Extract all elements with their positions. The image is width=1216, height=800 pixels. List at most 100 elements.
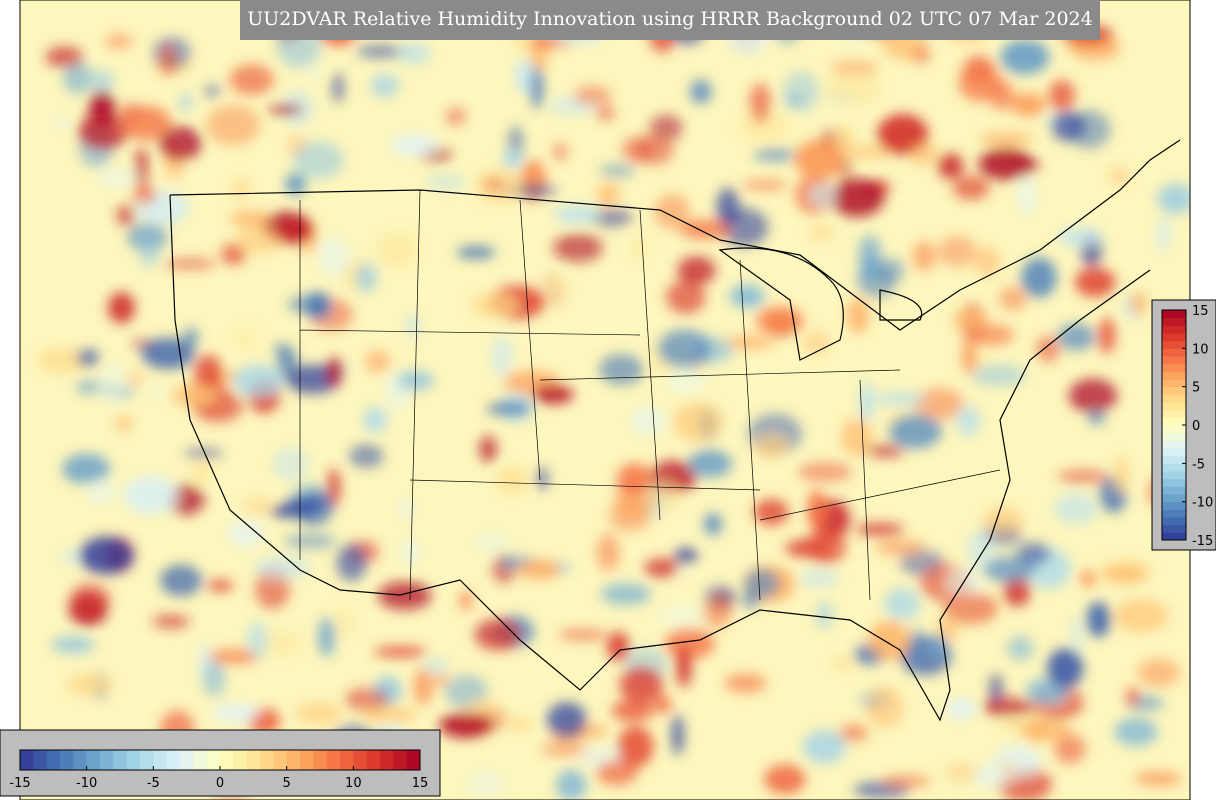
field-blob <box>532 385 574 404</box>
field-blob <box>228 519 264 548</box>
field-blob <box>677 256 716 285</box>
field-blob <box>632 236 646 260</box>
field-blob <box>622 136 654 163</box>
field-blob <box>749 83 772 124</box>
field-blob <box>756 306 804 335</box>
field-blob <box>123 476 178 515</box>
colorbar-segment <box>1162 310 1186 319</box>
field-blob <box>206 104 261 146</box>
field-blob <box>558 629 608 641</box>
colorbar-segment <box>33 750 48 770</box>
field-blob <box>396 42 431 65</box>
field-blob <box>51 636 95 654</box>
coastline <box>169 194 1151 722</box>
field-blob <box>1054 492 1098 525</box>
field-blob <box>947 567 983 600</box>
field-blob <box>703 512 723 536</box>
field-blob <box>305 291 332 320</box>
field-blob <box>680 219 732 240</box>
field-blob <box>649 114 683 141</box>
field-blob <box>1137 658 1180 687</box>
field-blob <box>690 79 712 104</box>
colorbar-tick-label: 5 <box>1192 381 1200 396</box>
field-blob <box>956 405 981 437</box>
colorbar-segment <box>180 750 194 770</box>
field-blob <box>336 544 367 582</box>
colorbar-segment <box>206 750 221 770</box>
field-blob <box>97 363 130 405</box>
field-blob <box>207 579 234 592</box>
colorbar-segment <box>1162 532 1186 541</box>
colorbar-segment <box>1162 348 1186 357</box>
field-blob <box>1058 227 1103 248</box>
field-blob <box>982 506 1024 537</box>
field-blob <box>860 381 874 423</box>
field-blob <box>515 559 562 580</box>
field-blob <box>439 712 495 738</box>
field-blob <box>413 668 433 706</box>
field-blob <box>958 64 1002 102</box>
colorbar-segment <box>1162 494 1186 503</box>
field-blob <box>90 70 114 92</box>
field-blob <box>1113 599 1169 633</box>
field-blob <box>865 444 905 457</box>
field-blob <box>643 479 681 512</box>
field-blob <box>390 134 439 157</box>
field-blob <box>841 418 873 457</box>
field-blob <box>1003 574 1031 607</box>
field-blob <box>847 297 869 334</box>
field-blob <box>69 582 111 616</box>
colorbar-segment <box>1162 386 1186 395</box>
field-blob <box>806 182 837 208</box>
field-blob <box>619 666 664 704</box>
colorbar-segment <box>1162 432 1186 441</box>
field-blob <box>798 462 852 482</box>
colorbar-segment <box>1162 325 1186 334</box>
field-blob <box>363 407 387 433</box>
field-blob <box>881 775 931 787</box>
field-blob <box>978 147 1034 180</box>
field-blob <box>875 391 928 407</box>
field-blob <box>807 489 827 530</box>
field-blob <box>855 523 905 536</box>
field-blob <box>754 434 789 459</box>
field-blob <box>540 743 589 756</box>
field-blob <box>242 498 274 515</box>
field-blob <box>653 695 672 713</box>
colorbar-segment <box>1162 440 1186 449</box>
title-box <box>240 0 1100 40</box>
colorbar-tick-label: -15 <box>1192 534 1213 549</box>
field-blob <box>611 699 654 722</box>
field-blob <box>126 372 144 384</box>
field-blob <box>406 314 420 338</box>
field-blob <box>973 247 1001 277</box>
field-blob <box>306 65 321 79</box>
field-blob <box>720 208 769 247</box>
field-blob <box>1009 93 1046 117</box>
field-blob <box>235 224 285 254</box>
field-blob <box>979 132 1034 146</box>
field-blob <box>376 232 418 268</box>
field-blob <box>596 183 621 205</box>
field-blob <box>425 175 467 190</box>
field-blob <box>179 92 192 112</box>
field-blob <box>232 364 285 397</box>
field-blob <box>1036 336 1060 362</box>
field-blob <box>910 627 924 667</box>
field-blob <box>555 769 587 800</box>
field-blob <box>274 218 314 245</box>
field-blob <box>799 568 839 588</box>
field-blob <box>374 646 427 658</box>
colorbar-segment <box>1162 471 1186 480</box>
field-blob <box>120 105 172 141</box>
field-blob <box>1057 323 1096 351</box>
colorbar-segment <box>166 750 181 770</box>
field-blob <box>79 536 134 575</box>
colorbar-segment <box>220 750 234 770</box>
field-blob <box>617 726 654 768</box>
field-blob <box>273 447 309 481</box>
field-blob <box>344 687 389 712</box>
colorbar-segment <box>246 750 261 770</box>
field-blob <box>738 110 791 143</box>
colorbar-tick-label: 5 <box>283 776 291 791</box>
